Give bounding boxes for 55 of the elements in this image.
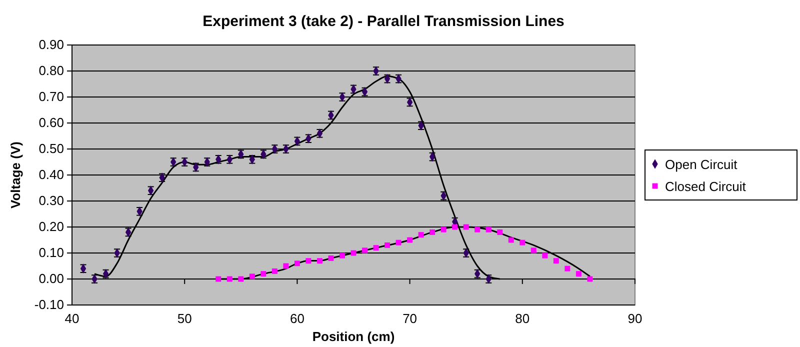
point [260,271,266,277]
point [474,226,480,232]
point [328,255,334,261]
point [530,248,536,254]
point [362,248,368,254]
y-tick-label: 0.70 [38,89,64,104]
point [216,276,222,282]
y-tick-label: 0.90 [38,37,64,52]
y-tick-label: 0.20 [38,219,64,234]
x-tick-label: 60 [290,311,304,326]
legend-label: Open Circuit [665,157,738,172]
point [418,232,424,238]
point [407,237,413,243]
point [576,271,582,277]
point [452,224,458,230]
point [430,229,436,235]
y-tick-label: 0.30 [38,193,64,208]
x-tick-label: 50 [177,311,192,326]
point [497,229,503,235]
y-tick-label: 0.40 [38,167,64,182]
y-tick-label: 0.50 [38,141,64,156]
x-tick-label: 40 [64,311,80,326]
point [384,242,390,248]
point [294,260,300,266]
point [238,276,244,282]
point [553,258,559,264]
point [440,226,446,232]
y-axis-title: Voltage (V) [8,142,23,208]
point [520,240,526,246]
chart-title: Experiment 3 (take 2) - Parallel Transmission Lines [202,13,564,30]
point [306,258,312,264]
y-tick-label: 0.60 [38,115,64,130]
point [249,274,255,280]
point [508,237,514,243]
point [272,268,278,274]
point [373,245,379,251]
point [316,258,322,264]
x-tick-label: 90 [628,311,642,326]
point [283,263,289,269]
point [396,240,402,246]
point [564,266,570,272]
x-axis-title: Position (cm) [312,329,395,344]
x-tick-label: 70 [402,311,418,326]
legend-label: Closed Circuit [665,179,746,194]
point [486,226,492,232]
y-tick-label: -0.10 [34,297,64,312]
x-tick-label: 80 [515,311,530,326]
y-tick-label: 0.10 [38,245,64,260]
y-tick-label: 0.00 [38,271,64,286]
point [587,276,593,282]
point [542,252,548,258]
y-tick-label: 0.80 [38,63,64,78]
point [340,252,345,258]
point [226,276,232,282]
point [463,224,469,230]
